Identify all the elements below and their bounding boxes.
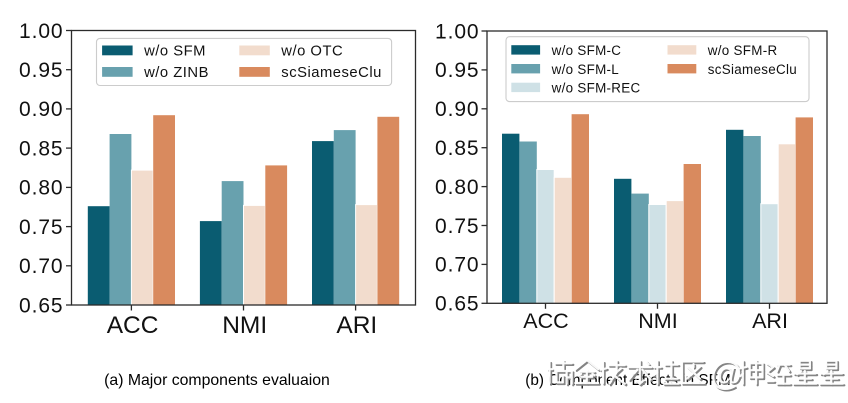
svg-text:w/o SFM-R: w/o SFM-R — [707, 43, 778, 58]
svg-text:0.75: 0.75 — [19, 216, 63, 239]
svg-text:w/o OTC: w/o OTC — [280, 44, 343, 60]
svg-text:ACC: ACC — [523, 309, 568, 333]
svg-text:NMI: NMI — [638, 309, 677, 333]
svg-text:0.90: 0.90 — [435, 98, 479, 121]
svg-text:ACC: ACC — [107, 312, 159, 339]
svg-text:ARI: ARI — [336, 312, 377, 339]
svg-text:0.95: 0.95 — [19, 59, 63, 82]
svg-text:w/o SFM-C: w/o SFM-C — [551, 43, 622, 58]
svg-text:scSiameseClu: scSiameseClu — [281, 65, 382, 81]
svg-text:0.65: 0.65 — [435, 293, 479, 316]
svg-text:NMI: NMI — [222, 312, 267, 339]
svg-text:0.80: 0.80 — [19, 177, 63, 200]
svg-text:0.85: 0.85 — [19, 137, 63, 160]
svg-text:@: @ — [710, 355, 744, 392]
svg-text:0.75: 0.75 — [435, 215, 479, 238]
svg-text:w/o SFM-REC: w/o SFM-REC — [551, 81, 641, 96]
svg-text:w/o SFM-L: w/o SFM-L — [551, 62, 619, 77]
svg-text:w/o ZINB: w/o ZINB — [143, 65, 209, 81]
svg-text:0.65: 0.65 — [19, 294, 63, 317]
svg-text:0.95: 0.95 — [435, 59, 479, 82]
svg-text:0.90: 0.90 — [19, 98, 63, 121]
svg-text:ARI: ARI — [752, 309, 788, 333]
svg-text:(a) Major components evaluaion: (a) Major components evaluaion — [104, 372, 330, 389]
svg-text:1.00: 1.00 — [435, 20, 479, 43]
svg-text:@: @ — [711, 357, 745, 394]
svg-text:0.70: 0.70 — [19, 255, 63, 278]
svg-text:scSiameseClu: scSiameseClu — [708, 62, 797, 77]
svg-text:1.00: 1.00 — [19, 20, 63, 43]
svg-text:0.70: 0.70 — [435, 254, 479, 277]
svg-text:0.85: 0.85 — [435, 137, 479, 160]
svg-text:w/o SFM: w/o SFM — [143, 44, 206, 60]
svg-text:0.80: 0.80 — [435, 176, 479, 199]
